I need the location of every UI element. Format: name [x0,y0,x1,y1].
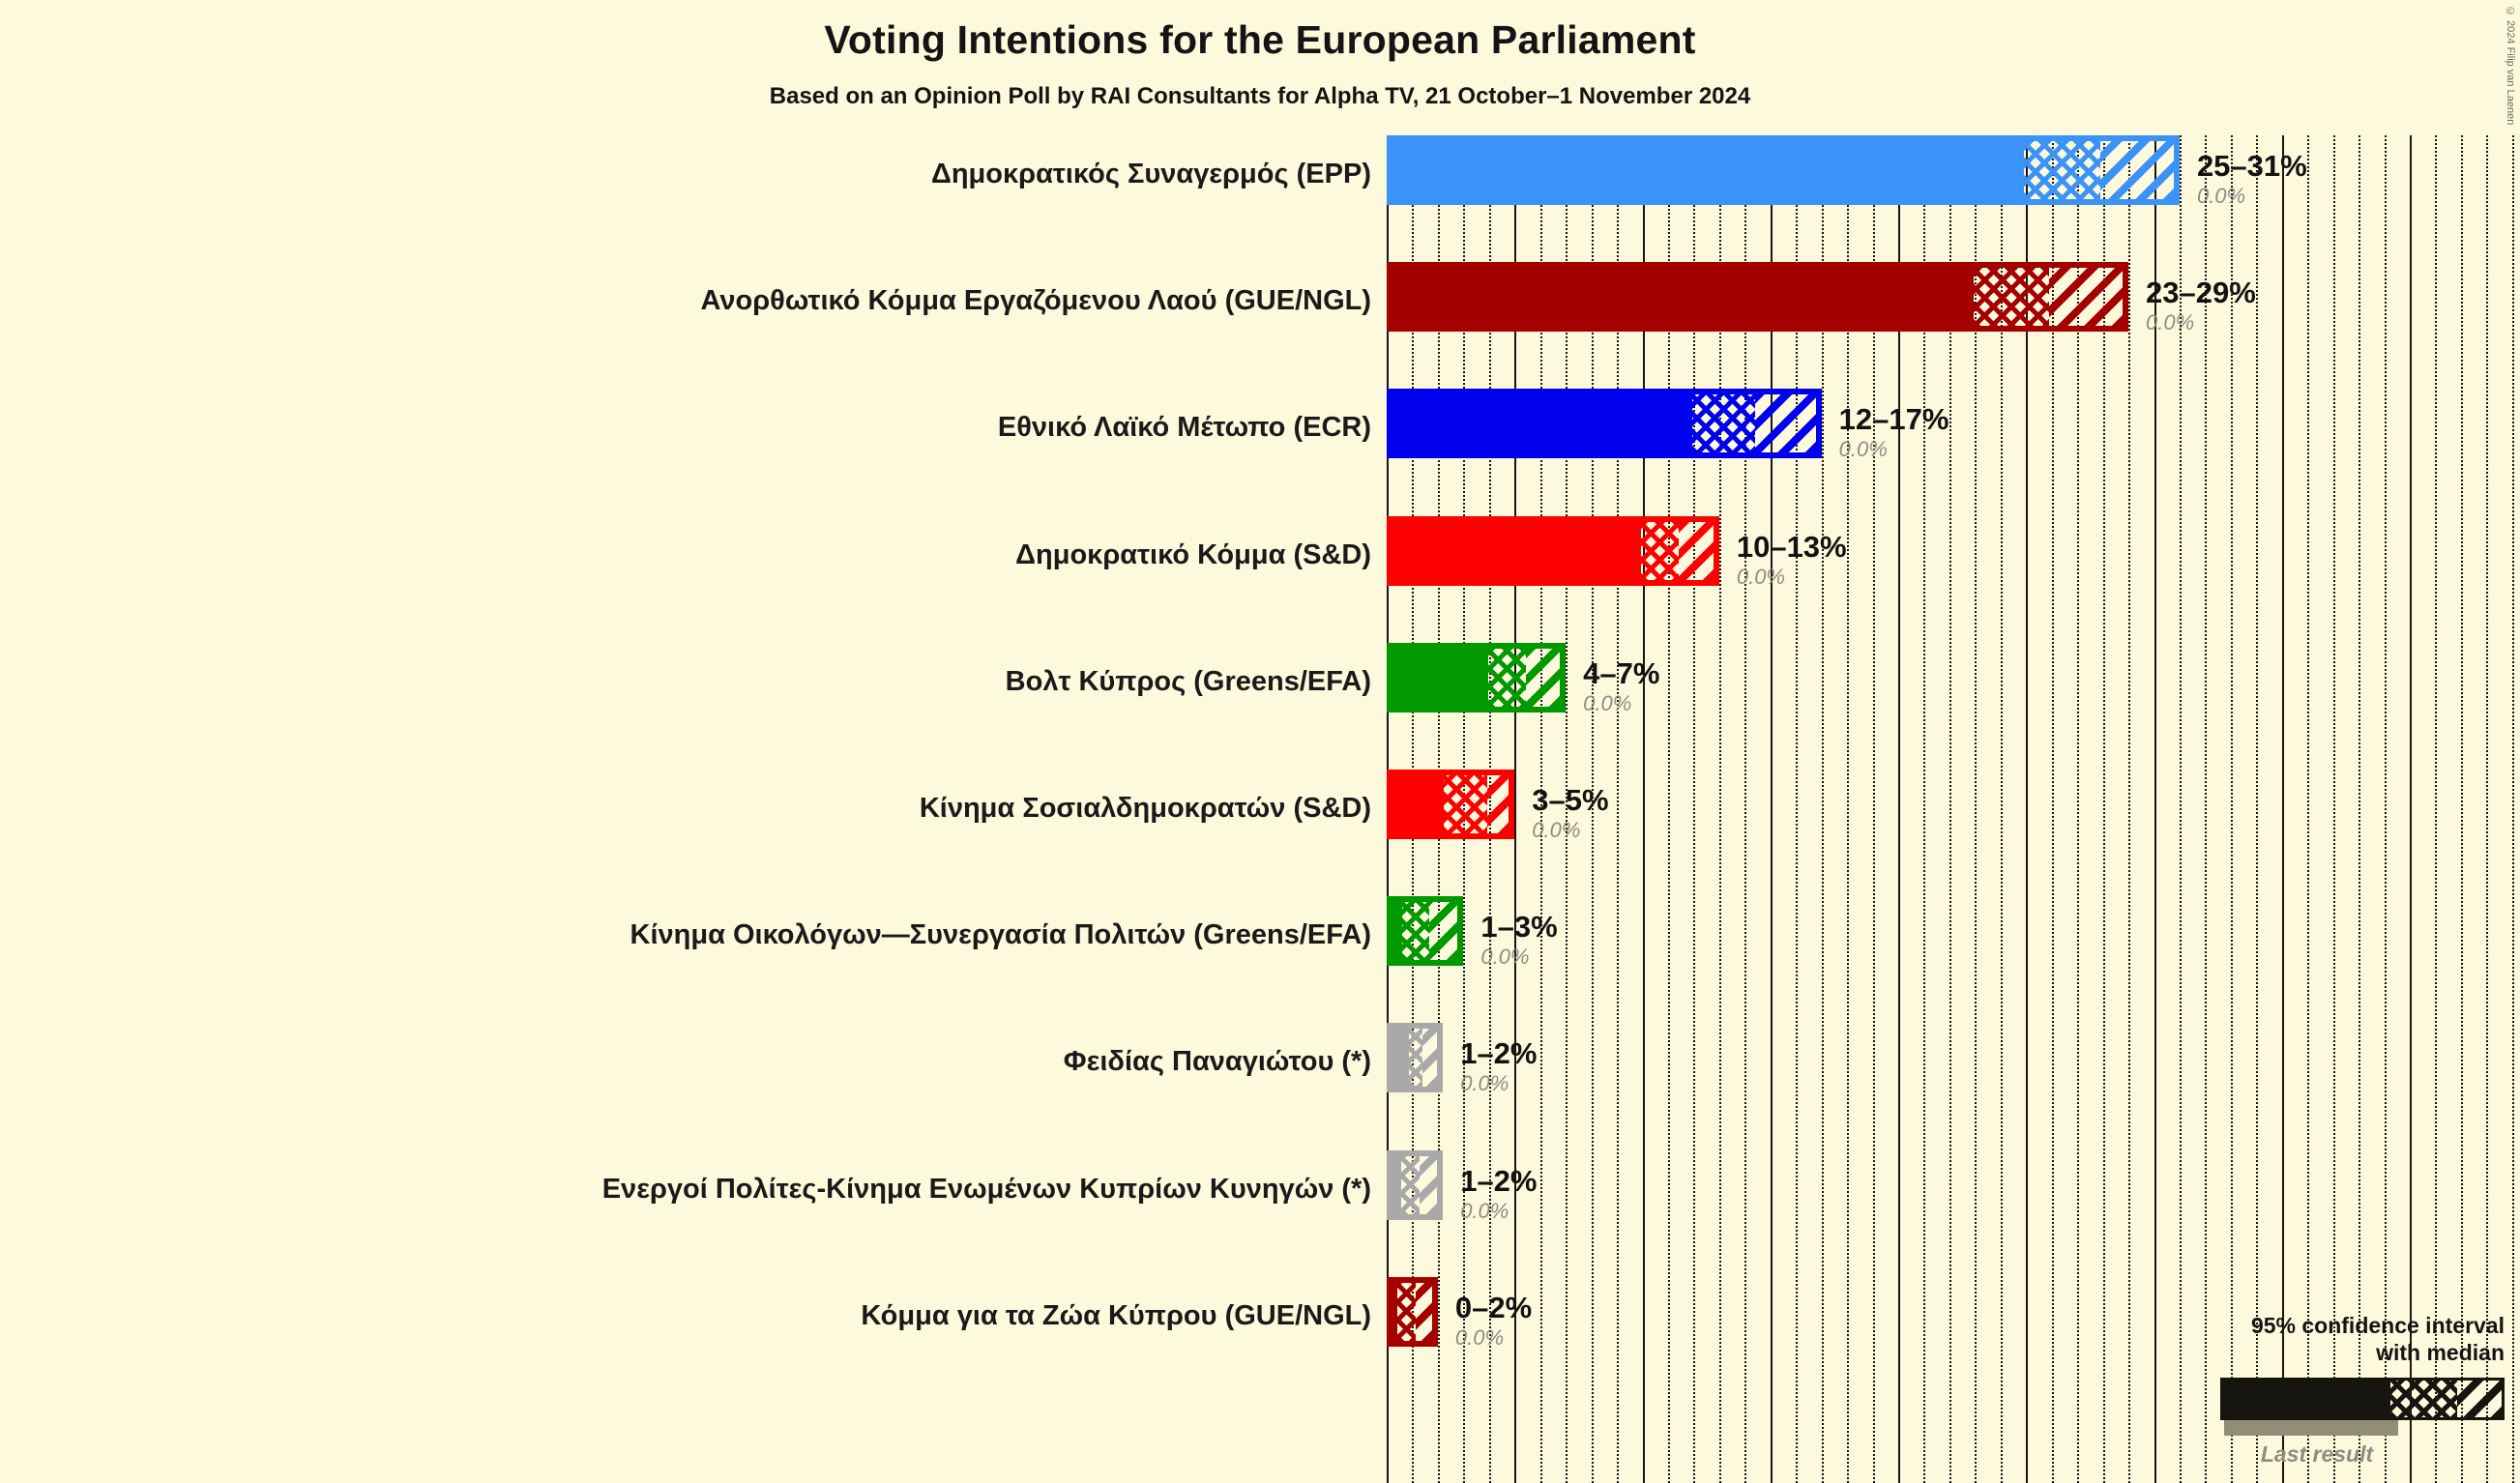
bar-row: 1–2% 0.0% [1387,1149,2520,1257]
category-label: Φειδίας Παναγιώτου (*) [1063,1046,1371,1078]
bar-diagonal-segment [1422,1026,1441,1090]
confidence-interval-bar[interactable] [1387,1276,1438,1347]
legend-solid-segment [2223,1381,2390,1417]
confidence-interval-bar[interactable] [1387,515,1719,586]
bar-value-label: 23–29% [2146,276,2256,310]
legend-last-result-label: Last result [2260,1441,2374,1467]
legend-ci-bar [2220,1378,2505,1420]
bar-row: 3–5% 0.0% [1387,770,2520,876]
bar-solid-segment [1390,1152,1401,1217]
confidence-interval-bar[interactable] [1387,642,1567,712]
legend-line-2: with median [2376,1339,2505,1365]
bar-crosshatch-segment [2024,138,2101,202]
bar-row: 0–2% 0.0% [1387,1276,2520,1383]
bar-diagonal-segment [1429,899,1461,964]
category-label: Εθνικό Λαϊκό Μέτωπο (ECR) [997,412,1371,444]
bar-row: 4–7% 0.0% [1387,642,2520,749]
bar-solid-segment [1390,138,2025,202]
bar-crosshatch-segment [1402,899,1430,964]
bar-value-label: 3–5% [1532,783,1609,817]
bar-diagonal-segment [1486,772,1512,836]
bar-value-label: 1–2% [1460,1036,1538,1071]
bar-solid-segment [1390,772,1444,836]
bar-row: 25–31% 0.0% [1387,135,2520,242]
bar-solid-segment [1390,1026,1410,1090]
category-label: Δημοκρατικό Κόμμα (S&D) [1015,538,1371,570]
legend: 95% confidence interval with median Last… [2127,1312,2505,1468]
category-label: Δημοκρατικός Συναγερμός (EPP) [930,159,1371,189]
bar-value-label: 0–2% [1454,1290,1533,1324]
legend-diagonal-segment [2456,1381,2502,1417]
last-result-value: 0.0% [1838,437,1888,462]
category-label: Ανορθωτικό Κόμμα Εργαζόμενου Λαού (GUE/N… [700,285,1372,317]
bar-solid-segment [1390,899,1403,964]
bar-row: 10–13% 0.0% [1387,515,2520,623]
bar-crosshatch-segment [1973,265,2050,330]
bar-crosshatch-segment [1409,1026,1423,1090]
confidence-interval-bar[interactable] [1387,389,1822,459]
last-result-value: 0.0% [1532,818,1581,842]
last-result-value: 0.0% [1460,1071,1509,1096]
bar-crosshatch-segment [1443,772,1487,836]
category-label: Κίνημα Οικολόγων—Συνεργασία Πολιτών (Gre… [630,919,1371,951]
bar-row: 1–3% 0.0% [1387,896,2520,1003]
confidence-interval-bar[interactable] [1387,896,1464,967]
bar-solid-segment [1390,392,1693,456]
legend-crosshatch-segment [2389,1381,2457,1417]
category-label: Κίνημα Σοσιαλδημοκρατών (S&D) [919,793,1371,824]
confidence-interval-bar[interactable] [1387,1023,1444,1093]
bar-row: 12–17% 0.0% [1387,389,2520,495]
last-result-value: 0.0% [2196,184,2246,208]
bar-value-label: 1–2% [1460,1163,1538,1198]
page-title: Voting Intentions for the European Parli… [824,17,1696,62]
bar-value-label: 25–31% [2196,149,2307,183]
last-result-value: 0.0% [2146,310,2195,335]
bar-solid-segment [1390,265,1974,330]
last-result-value: 0.0% [1583,690,1632,715]
bar-crosshatch-segment [1397,1279,1416,1344]
bar-diagonal-segment [2100,138,2177,202]
bar-row: 1–2% 0.0% [1387,1023,2520,1129]
last-result-value: 0.0% [1460,1198,1509,1223]
bar-diagonal-segment [1419,1152,1441,1217]
bar-crosshatch-segment [1640,518,1679,583]
chart-subtitle: Based on an Opinion Poll by RAI Consulta… [769,83,1751,109]
legend-line-1: 95% confidence interval [2250,1312,2505,1338]
last-result-value: 0.0% [1736,564,1785,589]
bar-solid-segment [1390,645,1489,710]
bar-crosshatch-segment [1400,1152,1420,1217]
legend-last-result-bar [2224,1420,2398,1436]
bar-diagonal-segment [1525,645,1564,710]
bar-diagonal-segment [1755,392,1819,456]
category-label: Βολτ Κύπρος (Greens/EFA) [1005,665,1371,697]
bar-value-label: 1–3% [1480,910,1558,945]
bar-value-label: 12–17% [1838,402,1949,437]
confidence-interval-bar[interactable] [1387,262,2129,333]
bar-row: 23–29% 0.0% [1387,262,2520,368]
confidence-interval-bar[interactable] [1387,135,2180,205]
copyright-notice: © 2024 Filip van Laenen [2505,6,2516,126]
bar-crosshatch-segment [1488,645,1526,710]
plot-area: 25–31% 0.0% 23–29% 0.0% 12–17% 0.0% 10–13% 0.0%… [1387,135,2520,1483]
bar-solid-segment [1390,1279,1398,1344]
bar-solid-segment [1390,518,1641,583]
category-label: Κόμμα για τα Ζώα Κύπρου (GUE/NGL) [861,1299,1371,1331]
bar-diagonal-segment [1415,1279,1435,1344]
confidence-interval-bar[interactable] [1387,1149,1444,1220]
bar-crosshatch-segment [1692,392,1756,456]
bar-diagonal-segment [1678,518,1716,583]
last-result-value: 0.0% [1480,945,1530,970]
bar-value-label: 10–13% [1736,529,1847,564]
confidence-interval-bar[interactable] [1387,770,1515,839]
category-label: Ενεργοί Πολίτες-Κίνημα Ενωμένων Κυπρίων … [601,1173,1371,1205]
bar-diagonal-segment [2049,265,2126,330]
bar-value-label: 4–7% [1583,655,1660,690]
last-result-value: 0.0% [1454,1324,1505,1350]
